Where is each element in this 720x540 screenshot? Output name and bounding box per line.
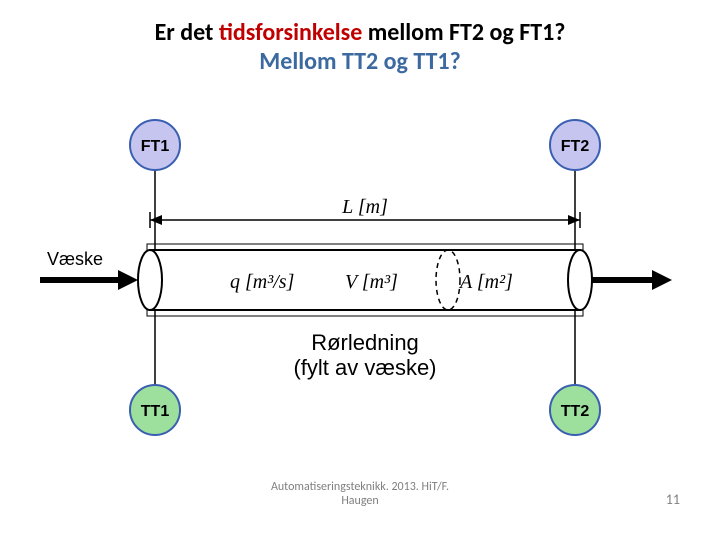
slide-title: Er det tidsforsinkelse mellom FT2 og FT1…: [0, 0, 720, 76]
length-label: L [m]: [341, 196, 388, 218]
pipe-outlet: [568, 250, 592, 310]
outflow-arrow-head: [652, 270, 672, 290]
ft2-label: FT2: [561, 138, 590, 155]
inflow-arrow-head: [118, 270, 138, 290]
pipe-diagram: L [m] Væske q [m³/s] V [m³] A [m²] Rørle…: [0, 110, 720, 450]
title-line-1: Er det tidsforsinkelse mellom FT2 og FT1…: [0, 18, 720, 47]
tt2-label: TT2: [561, 403, 590, 420]
title-prefix: Er det: [155, 18, 219, 47]
footer-line2: Haugen: [341, 494, 378, 508]
footer: Automatiseringsteknikk. 2013. HiT/F. Hau…: [0, 480, 720, 508]
q-label: q [m³/s]: [230, 271, 294, 293]
footer-line1: Automatiseringsteknikk. 2013. HiT/F.: [271, 480, 449, 494]
caption-line2: (fylt av væske): [293, 355, 436, 380]
v-label: V [m³]: [345, 271, 398, 293]
title-suffix: mellom FT2 og FT1?: [362, 18, 565, 47]
caption-line1: Rørledning: [311, 330, 419, 355]
a-label: A [m²]: [458, 271, 513, 293]
title-highlight: tidsforsinkelse: [219, 18, 363, 47]
pipe-inlet: [138, 250, 162, 310]
tt1-label: TT1: [141, 403, 170, 420]
length-arrow-left: [150, 215, 162, 225]
vaeske-label: Væske: [47, 249, 103, 269]
ft1-label: FT1: [141, 138, 170, 155]
length-arrow-right: [568, 215, 580, 225]
title-line-2: Mellom TT2 og TT1?: [0, 47, 720, 76]
page-number: 11: [666, 491, 680, 508]
